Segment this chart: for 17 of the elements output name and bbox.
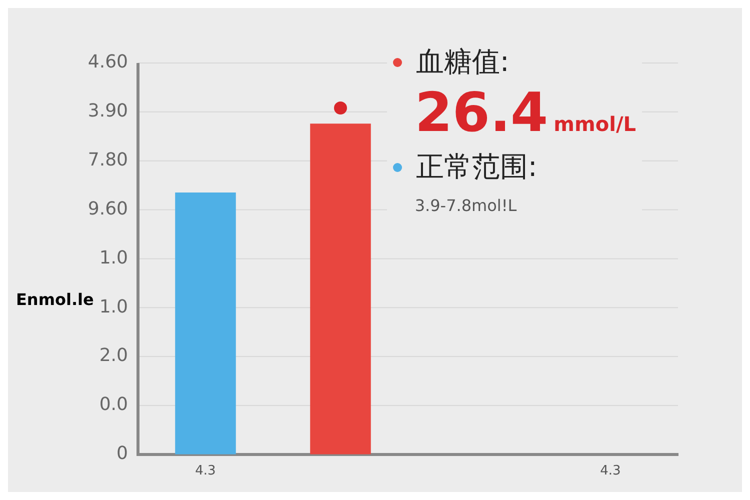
text: 9.60 bbox=[88, 198, 128, 220]
legend-label: 血糖值: bbox=[416, 44, 510, 80]
text: 1.0 bbox=[99, 296, 128, 318]
annotation: mmol/L bbox=[554, 112, 636, 136]
text: 7.80 bbox=[88, 150, 128, 171]
text: 1.0 bbox=[99, 247, 128, 268]
legend-label: 正常范围: bbox=[416, 149, 538, 185]
text: 2.0 bbox=[99, 345, 128, 366]
x-tick-label: 4.3 bbox=[195, 464, 216, 479]
text: 0 bbox=[116, 443, 128, 464]
text: 3.90 bbox=[88, 100, 128, 122]
annotation: 26.4 bbox=[414, 81, 548, 144]
text: 0.0 bbox=[99, 394, 128, 416]
y-axis-title: Enmol.le bbox=[16, 290, 94, 309]
annotation: 3.9-7.8mol!L bbox=[414, 196, 518, 215]
text: 4.60 bbox=[88, 52, 128, 73]
x-tick-label: 4.3 bbox=[600, 464, 621, 479]
